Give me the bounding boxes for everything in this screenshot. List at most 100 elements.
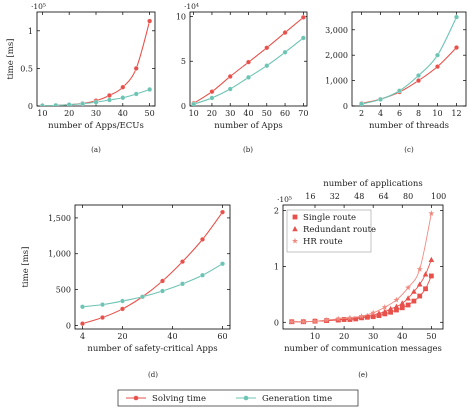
- data-point-solving: [227, 74, 233, 79]
- data-point-solving: [100, 315, 105, 320]
- data-point-generation: [220, 261, 225, 267]
- data-point-generation: [264, 63, 270, 69]
- figure-caption: (a): [91, 146, 101, 154]
- y-axis-label: time [ms]: [21, 247, 31, 288]
- x-axis-label: number of Apps: [214, 121, 283, 131]
- data-point-generation: [106, 97, 112, 103]
- data-point-square: [394, 307, 399, 313]
- x-tick-label: 8: [416, 109, 421, 118]
- x-tick-label: 30: [91, 109, 101, 118]
- x-axis-label: number of Apps/ECUs: [48, 121, 144, 131]
- y-tick-label: 0: [343, 102, 348, 111]
- data-point-triangle: [364, 313, 371, 319]
- data-point-generation: [246, 74, 251, 80]
- data-point-triangle: [382, 308, 388, 314]
- data-point-triangle: [422, 271, 429, 277]
- data-point-star: [358, 312, 365, 319]
- y-tick-label: 10: [176, 12, 186, 21]
- top-tick-label: 64: [379, 192, 389, 201]
- data-point-generation: [435, 52, 440, 58]
- y-tick-label: 1,000: [48, 250, 71, 259]
- legend-label: Single route: [303, 213, 356, 223]
- data-point-generation: [80, 304, 85, 310]
- data-point-square: [376, 313, 382, 318]
- x-tick-label: 50: [262, 109, 272, 118]
- chart-panel-a: 10 20 30 40 50 0 0.5 1 ·10⁵ number of Apps/ECUs ti…: [6, 2, 156, 154]
- data-point-generation: [282, 49, 288, 55]
- plot-area: [39, 18, 153, 106]
- data-point-solving: [200, 236, 205, 242]
- data-point-square: [423, 286, 428, 292]
- legend-box: [286, 209, 372, 253]
- data-point-triangle: [416, 281, 423, 287]
- data-point-solving: [133, 65, 139, 71]
- data-point-square: [405, 302, 411, 308]
- top-tick-label: 16: [305, 192, 315, 201]
- data-point-square: [388, 309, 394, 315]
- plot-area: [288, 210, 435, 325]
- data-point-generation: [454, 14, 459, 20]
- y-tick-label: 1: [28, 27, 33, 36]
- y-tick-label: 1,500: [48, 214, 71, 223]
- data-point-generation: [120, 95, 126, 101]
- figure-caption: (b): [243, 146, 253, 154]
- data-point-star: [311, 317, 319, 324]
- x-tick-label: 6: [397, 109, 402, 118]
- y-tick-label: 0: [28, 102, 33, 111]
- data-point-generation: [80, 101, 86, 106]
- data-point-solving: [147, 18, 153, 24]
- data-point-generation: [191, 101, 197, 106]
- data-point-star: [323, 316, 330, 323]
- legend-marker: [292, 226, 298, 232]
- x-tick-label: 20: [339, 332, 349, 341]
- legend-label: Redundant route: [303, 225, 376, 235]
- data-point-square: [382, 311, 388, 317]
- data-point-generation: [53, 102, 59, 106]
- inner-legend: Single route Redundant route HR route: [286, 209, 376, 253]
- data-point-square: [428, 273, 434, 279]
- series-line-solving: [82, 211, 223, 325]
- x-tick-label: 2: [359, 109, 364, 118]
- x-tick-label: 60: [217, 332, 227, 341]
- figure-caption: (e): [358, 371, 368, 379]
- data-point-star: [405, 284, 412, 291]
- data-point-solving: [246, 59, 251, 65]
- data-point-solving: [120, 84, 126, 90]
- x-tick-label: 20: [207, 109, 217, 118]
- y-tick-label: 0: [66, 321, 71, 330]
- plot-frame: [282, 204, 444, 330]
- y-axis-label: time [ms]: [6, 39, 16, 80]
- figure-caption: (d): [148, 371, 158, 379]
- y-tick-label: 1: [274, 262, 279, 271]
- data-point-star: [370, 309, 377, 316]
- data-point-star: [288, 318, 295, 325]
- x-tick-label: 50: [145, 109, 155, 118]
- data-point-generation: [140, 294, 145, 300]
- data-point-generation: [93, 99, 99, 105]
- data-point-triangle: [393, 303, 400, 309]
- series-line-generation: [361, 16, 457, 105]
- legend-marker-generation: [243, 395, 249, 401]
- data-point-generation: [133, 91, 139, 97]
- y-tick-label: 5: [181, 57, 186, 66]
- y-tick-label: 2: [274, 207, 279, 216]
- data-point-triangle: [370, 312, 376, 318]
- data-point-star: [428, 210, 435, 216]
- legend-label-solving: Solving time: [152, 394, 206, 404]
- chart-panel-c: 2 4 6 8 10 12 0 1,000 2,000 3,000 number of thread…: [325, 11, 467, 154]
- data-point-generation: [39, 103, 45, 106]
- data-point-generation: [180, 281, 185, 287]
- data-point-solving: [454, 45, 459, 51]
- shared-legend: Solving time Generation time: [117, 389, 359, 407]
- plot-frame: [74, 204, 231, 330]
- data-point-solving: [209, 89, 215, 95]
- x-axis-label: number of threads: [369, 121, 449, 131]
- data-point-triangle: [411, 288, 417, 294]
- x-tick-label: 4: [378, 109, 383, 118]
- data-point-star: [300, 318, 307, 325]
- top-tick-label: 80: [403, 192, 413, 201]
- series-line-triangle: [291, 259, 432, 323]
- plot-frame: [351, 11, 467, 107]
- data-point-solving: [160, 278, 165, 284]
